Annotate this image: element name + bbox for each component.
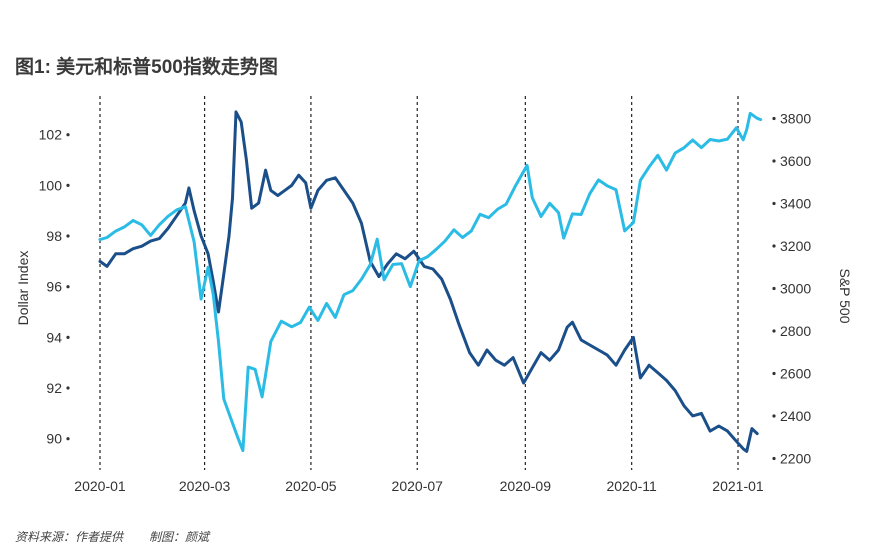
left-tick-label: 96 [46, 279, 62, 295]
source-text: 资料来源：作者提供 [15, 530, 124, 544]
right-tick-label: 2800 [780, 323, 811, 339]
left-axis: 90 92 94 96 98 100 102 [39, 127, 70, 447]
left-tick-label: 92 [46, 380, 62, 396]
left-tick-dot [66, 183, 70, 187]
left-tick-label: 100 [39, 177, 63, 193]
right-tick-dot [772, 159, 776, 163]
author-text: 制图：颜斌 [149, 530, 210, 544]
left-tick-label: 102 [39, 127, 63, 143]
left-tick-label: 98 [46, 228, 62, 244]
x-axis: 2020-01 2020-03 2020-05 2020-07 2020-09 2020-… [74, 478, 764, 494]
right-axis-title: S&P 500 [837, 268, 853, 323]
sp500-series-line [98, 111, 763, 453]
left-tick-dot [66, 386, 70, 390]
right-tick-label: 2600 [780, 366, 811, 382]
right-tick-label: 3200 [780, 238, 811, 254]
chart-title: 图1: 美元和标普500指数走势图 [15, 57, 278, 78]
left-tick-dot [66, 133, 70, 137]
left-tick-dot [66, 234, 70, 238]
right-tick-dot [772, 456, 776, 461]
left-tick-dot [66, 335, 70, 339]
x-tick-label: 2021-01 [712, 478, 764, 494]
right-tick-label: 3600 [780, 153, 811, 169]
x-tick-label: 2020-09 [500, 478, 552, 494]
right-tick-dot [772, 371, 776, 376]
right-tick-dot [772, 329, 776, 333]
left-tick-dot [66, 285, 70, 289]
x-tick-label: 2020-07 [392, 478, 444, 494]
vertical-gridlines [99, 96, 739, 470]
right-tick-dot [772, 244, 776, 248]
right-tick-label: 3800 [780, 111, 811, 127]
right-tick-label: 2400 [780, 408, 811, 424]
right-tick-dot [772, 201, 776, 206]
left-tick-label: 90 [46, 431, 62, 447]
right-tick-dot [772, 116, 776, 121]
x-tick-label: 2020-03 [179, 478, 231, 494]
right-tick-label: 3400 [780, 196, 811, 212]
right-tick-dot [772, 286, 776, 291]
series-layer [98, 110, 763, 453]
left-tick-dot [66, 437, 70, 441]
left-tick-label: 94 [46, 329, 62, 345]
right-tick-label: 3000 [780, 281, 811, 297]
source-note: 资料来源：作者提供 制图：颜斌 [15, 528, 209, 545]
x-tick-label: 2020-01 [74, 478, 126, 494]
left-axis-title: Dollar Index [15, 251, 31, 326]
right-axis: 2200 2400 2600 2800 3000 3200 3400 3600 3800 [772, 111, 811, 467]
right-tick-label: 2200 [780, 451, 811, 467]
right-tick-dot [772, 414, 776, 418]
x-tick-label: 2020-05 [285, 478, 337, 494]
dollar-series-line [98, 110, 759, 453]
x-tick-label: 2020-11 [606, 478, 657, 494]
